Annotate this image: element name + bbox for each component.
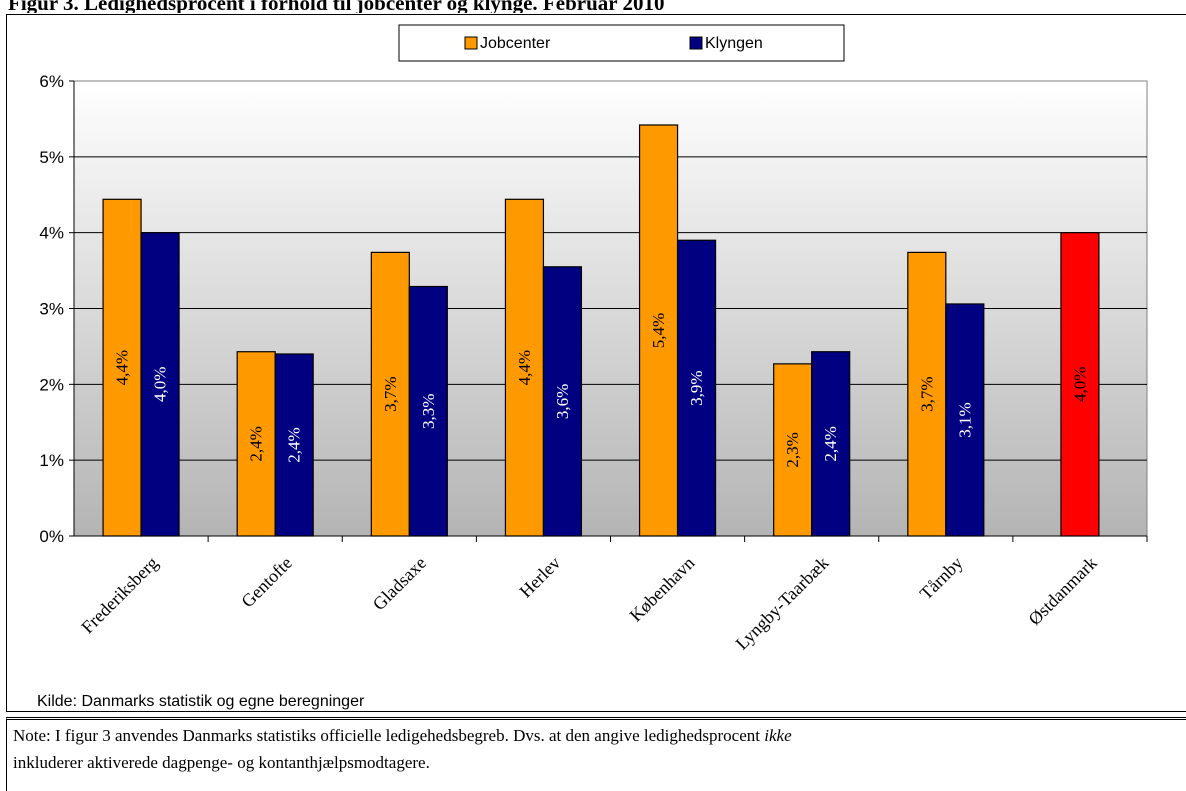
x-tick-label: Herlev — [515, 553, 564, 602]
data-label: 2,4% — [247, 426, 266, 461]
legend-label: Jobcenter — [480, 35, 551, 52]
footnote-text: Note: I figur 3 anvendes Danmarks statis… — [13, 726, 765, 745]
legend-label: Klyngen — [705, 35, 763, 52]
y-tick-label: 1% — [39, 451, 64, 470]
footnote-line-2: inkluderer aktiverede dagpenge- og konta… — [13, 753, 430, 772]
y-tick-label: 3% — [39, 300, 64, 319]
legend-swatch — [464, 36, 478, 50]
data-label: 3,3% — [419, 394, 438, 429]
bar-klyngen — [811, 351, 851, 537]
y-tick-label: 6% — [39, 72, 64, 91]
data-label: 3,9% — [687, 370, 706, 405]
legend-swatch — [689, 36, 703, 50]
y-tick-label: 5% — [39, 148, 64, 167]
bar-chart: 4,4% 4,0% 2,4% 2,4% 3,7% 3,3% 4,4% 3,6% 5,4% 3,9%… — [39, 24, 1148, 654]
bar-klyngen — [140, 232, 180, 537]
data-label: 3,6% — [553, 384, 572, 419]
data-label: 2,4% — [821, 426, 840, 461]
data-label: 4,0% — [1070, 367, 1089, 402]
footnote-emphasis: ikke — [764, 726, 792, 745]
x-tick-label: Gentofte — [237, 553, 296, 612]
bar-klyngen — [542, 266, 583, 537]
bar-klyngen — [676, 239, 717, 537]
x-tick-label: Lyngby-Taarbæk — [732, 553, 833, 654]
legend: Jobcenter Klyngen — [398, 24, 845, 62]
x-tick-label: Østdanmark — [1024, 553, 1100, 629]
bar-ostdanmark — [1060, 232, 1100, 537]
data-label: 3,1% — [955, 402, 974, 437]
data-label: 4,0% — [151, 367, 170, 402]
bar-jobcenter — [370, 251, 410, 537]
x-tick-label: Tårnby — [916, 553, 967, 604]
source-note: Kilde: Danmarks statistik og egne beregn… — [37, 693, 365, 710]
data-label: 4,4% — [113, 350, 132, 385]
x-tick-label: København — [626, 553, 699, 626]
y-tick-label: 2% — [39, 375, 64, 394]
footnote: Note: I figur 3 anvendes Danmarks statis… — [6, 717, 1186, 791]
bar-klyngen — [408, 285, 448, 537]
y-tick-label: 4% — [39, 224, 64, 243]
bar-klyngen — [945, 303, 985, 537]
data-label: 2,3% — [783, 432, 802, 467]
x-tick-label: Frederiksberg — [77, 553, 162, 638]
x-tick-label: Gladsaxe — [369, 553, 431, 615]
data-label: 3,7% — [917, 376, 936, 411]
chart-title: Figur 3. Ledighedsprocent i forhold til … — [8, 0, 665, 13]
y-tick-label: 0% — [39, 527, 64, 546]
bar-klyngen — [274, 353, 314, 537]
chart-frame: 4,4% 4,0% 2,4% 2,4% 3,7% 3,3% 4,4% 3,6% 5,4% 3,9%… — [6, 14, 1186, 712]
data-label: 3,7% — [381, 376, 400, 411]
data-label: 2,4% — [285, 427, 304, 462]
data-label: 5,4% — [649, 313, 668, 348]
data-label: 4,4% — [515, 350, 534, 385]
